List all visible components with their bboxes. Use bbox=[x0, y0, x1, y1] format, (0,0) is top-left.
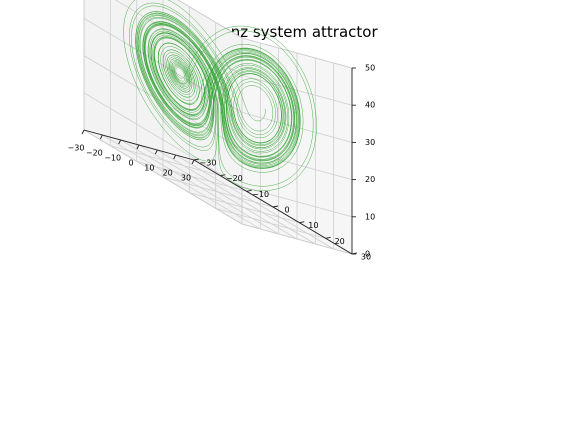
y-tick-mark bbox=[325, 236, 331, 239]
z-tick-label: 40 bbox=[365, 101, 375, 110]
y-tick-label: 10 bbox=[308, 221, 318, 230]
x-tick-label: −20 bbox=[86, 149, 103, 158]
y-tick-label: −20 bbox=[226, 174, 243, 183]
gridline-floor-y bbox=[189, 192, 300, 224]
gridline-left-z bbox=[177, 0, 243, 39]
y-tick-mark bbox=[220, 174, 226, 177]
x-tick-label: −30 bbox=[68, 144, 85, 153]
y-tick-mark bbox=[246, 189, 252, 192]
z-tick-label: 30 bbox=[365, 138, 375, 147]
series-group bbox=[123, 0, 317, 192]
x-tick-mark bbox=[118, 139, 122, 145]
x-tick-mark bbox=[154, 149, 158, 155]
gridline-left-z bbox=[83, 55, 243, 150]
z-tick-label: 50 bbox=[365, 64, 375, 73]
x-tick-mark bbox=[191, 159, 195, 165]
y-tick-mark bbox=[299, 221, 305, 224]
gridline-floor-y bbox=[162, 176, 274, 208]
x-tick-label: −10 bbox=[104, 154, 121, 163]
z-tick-label: 0 bbox=[365, 250, 370, 259]
y-tick-label: 20 bbox=[335, 237, 345, 246]
y-tick-label: 30 bbox=[361, 253, 371, 262]
gridline-left-z bbox=[114, 0, 243, 76]
y-tick-mark bbox=[272, 205, 279, 208]
x-tick-mark bbox=[173, 154, 177, 160]
gridline-back-z bbox=[241, 186, 353, 218]
z-tick-label: 10 bbox=[365, 212, 375, 221]
z-tick-label: 20 bbox=[365, 175, 375, 184]
series-line bbox=[123, 0, 317, 192]
y-tick-label: 0 bbox=[284, 206, 289, 215]
x-tick-label: 30 bbox=[181, 174, 191, 183]
x-tick-label: 0 bbox=[128, 159, 133, 168]
y-tick-label: −30 bbox=[200, 159, 217, 168]
gridline-left-z bbox=[83, 129, 243, 225]
gridline-floor-y bbox=[215, 207, 326, 239]
x-tick-label: 20 bbox=[163, 169, 173, 178]
gridline-back-z bbox=[241, 37, 353, 69]
x-tick-mark bbox=[81, 129, 85, 135]
tick-labels: −30−20−100102030−30−20−10010203001020304… bbox=[68, 64, 376, 262]
x-tick-mark bbox=[136, 144, 140, 150]
x-tick-mark bbox=[99, 134, 103, 140]
gridline-floor-y bbox=[136, 160, 247, 192]
gridline-back-z bbox=[241, 149, 353, 180]
y-tick-mark bbox=[193, 158, 200, 161]
gridline-back-z bbox=[241, 223, 353, 255]
gridline-left-z bbox=[83, 92, 243, 188]
chart-title: Lorenz system attractor bbox=[198, 23, 378, 41]
y-tick-label: −10 bbox=[252, 190, 269, 199]
x-tick-label: 10 bbox=[144, 164, 154, 173]
gridline-floor-y bbox=[110, 145, 221, 177]
